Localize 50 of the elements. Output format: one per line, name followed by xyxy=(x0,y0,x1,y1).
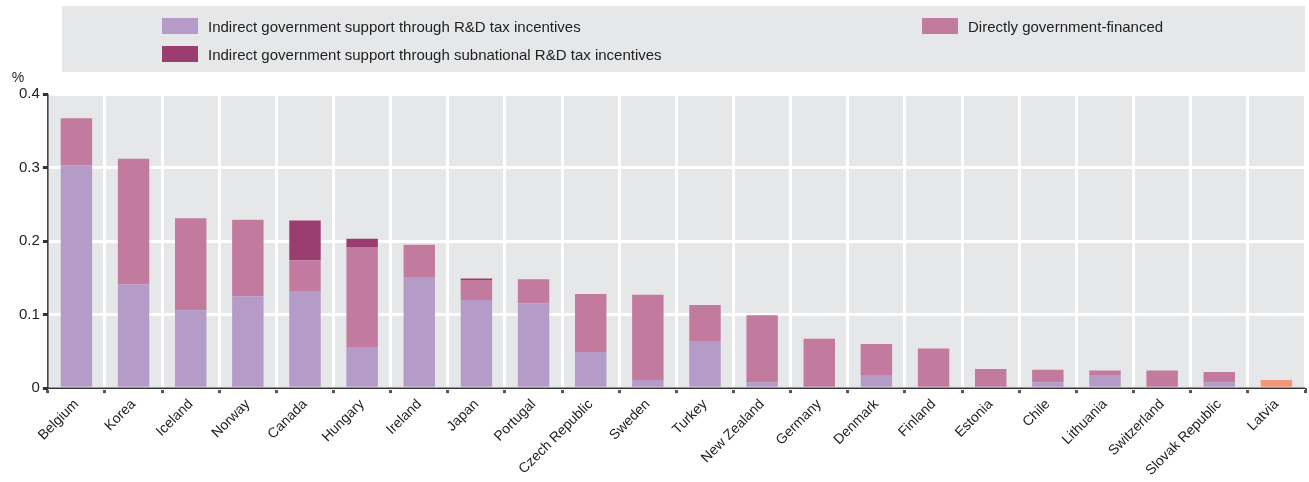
bar xyxy=(232,296,264,387)
bar xyxy=(632,294,664,381)
bar xyxy=(403,244,435,278)
bar xyxy=(403,277,435,387)
bar xyxy=(1032,382,1064,387)
bar xyxy=(346,346,378,387)
bar xyxy=(60,165,93,387)
bar xyxy=(1203,371,1235,383)
bar xyxy=(289,291,321,387)
bar xyxy=(860,374,893,387)
bar xyxy=(746,315,778,383)
legend-label: Directly government-financed xyxy=(968,17,1164,35)
bar xyxy=(1032,369,1064,383)
legend-label: Indirect government support through subnational R&D tax incentives xyxy=(208,45,662,63)
legend-label: Indirect government support through R&D tax incentives xyxy=(208,17,581,35)
bar xyxy=(175,218,207,311)
bar xyxy=(517,279,550,304)
y-tick-label: 0.1 xyxy=(18,304,40,322)
bar xyxy=(346,238,378,247)
bar xyxy=(1089,370,1121,375)
bar xyxy=(289,260,321,292)
y-tick-label: 0.4 xyxy=(18,84,40,102)
bar xyxy=(860,344,893,375)
bar xyxy=(575,294,607,353)
bar xyxy=(232,219,264,297)
bar xyxy=(289,220,321,261)
bar xyxy=(746,382,778,387)
bar xyxy=(1203,382,1235,387)
bar xyxy=(60,118,93,166)
bar xyxy=(1260,380,1293,387)
bar xyxy=(975,369,1007,387)
bar xyxy=(575,352,607,387)
bar xyxy=(1146,370,1178,387)
bar xyxy=(917,348,950,387)
bar xyxy=(175,310,207,387)
y-tick-label: 0.3 xyxy=(18,157,40,175)
bar xyxy=(517,303,550,387)
bar xyxy=(460,299,493,387)
bar xyxy=(1089,374,1121,387)
y-axis-title: % xyxy=(11,69,25,85)
bar xyxy=(632,380,664,387)
y-tick-label: 0.2 xyxy=(18,231,40,249)
bar xyxy=(689,305,721,342)
y-tick-label: 0 xyxy=(31,378,40,396)
bar xyxy=(689,341,721,387)
bar xyxy=(346,246,378,347)
bar xyxy=(803,338,835,387)
bar xyxy=(460,280,493,300)
bar xyxy=(117,284,150,387)
bar xyxy=(117,158,150,285)
